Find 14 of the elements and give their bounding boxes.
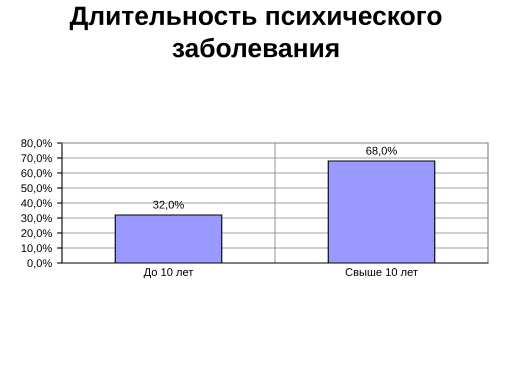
y-tick-label: 30,0%: [21, 214, 52, 224]
y-tick-label: 40,0%: [21, 199, 52, 208]
x-tick-label: Свыше 10 лет: [346, 268, 418, 276]
y-tick-label: 20,0%: [21, 229, 52, 238]
x-tick-label: До 10 лет: [144, 268, 194, 278]
y-tick-label: 60,0%: [21, 169, 52, 178]
y-tick-label: 70,0%: [21, 154, 52, 164]
data-label: 68,0%: [366, 146, 397, 156]
y-tick-label: 10,0%: [22, 244, 52, 254]
data-label: 32,0%: [153, 200, 184, 210]
y-tick-label: 0,0%: [27, 259, 52, 268]
y-tick-label: 80,0%: [21, 139, 52, 148]
y-tick-label: 50,0%: [21, 184, 52, 194]
chart-title: Длительность психического заболевания: [70, 6, 442, 58]
